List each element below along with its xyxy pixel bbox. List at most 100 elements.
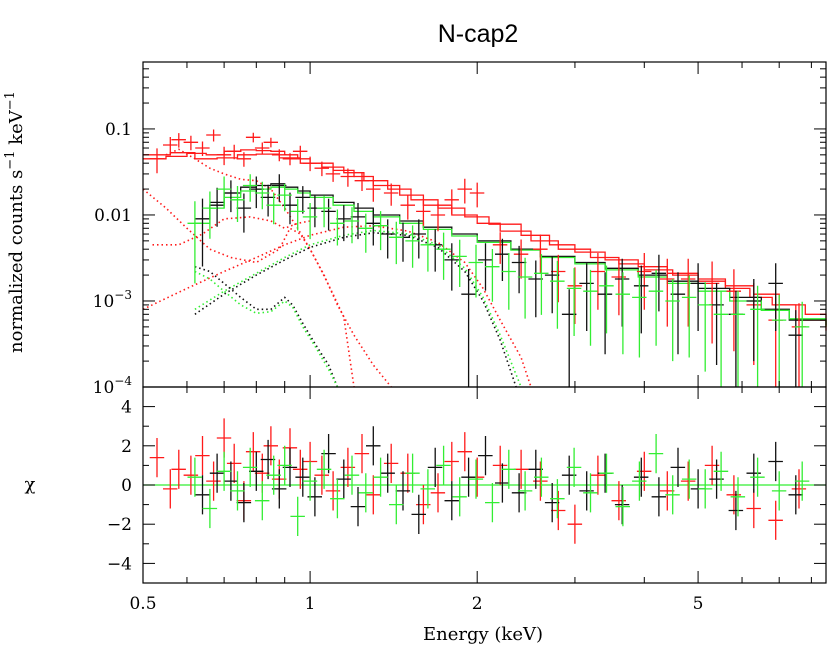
red-point-21 <box>383 183 399 206</box>
chi-tick-label-1: 2 <box>121 437 132 457</box>
red-point-31 <box>551 254 566 303</box>
green-point-8 <box>290 198 305 231</box>
green-residual-12 <box>344 455 360 495</box>
green-residual-23 <box>517 471 533 511</box>
black-point-5 <box>260 184 276 217</box>
red-point-16 <box>314 161 329 177</box>
green-point-37 <box>750 285 765 387</box>
green-residual-21 <box>485 483 500 523</box>
green-point-17 <box>420 229 435 272</box>
black-residual-17 <box>427 447 443 487</box>
red-residual-25 <box>444 441 459 482</box>
green-point-15 <box>389 221 404 265</box>
red-point-22 <box>400 194 415 220</box>
green-point-19 <box>452 239 467 287</box>
red-residual-42 <box>791 469 807 509</box>
red-residual-0 <box>149 438 165 478</box>
black-residual-5 <box>260 439 276 480</box>
spectrum-y-tick-label-1: 0.01 <box>94 206 132 226</box>
green-point-23 <box>517 257 533 319</box>
black-point-1 <box>209 187 225 227</box>
black-point-0 <box>195 198 210 267</box>
black-residual-1 <box>209 453 225 493</box>
green-hard-component <box>194 229 522 388</box>
red-point-23 <box>416 201 431 226</box>
green-residual-34 <box>697 469 713 509</box>
black-point-35 <box>746 279 761 362</box>
green-residual-28 <box>599 453 614 493</box>
chi-tick-label-0: 4 <box>121 398 132 418</box>
red-residual-34 <box>611 481 626 521</box>
red-point-26 <box>457 178 472 204</box>
black-residual-11 <box>336 459 351 499</box>
green-point-38 <box>771 294 787 387</box>
red-point-5 <box>206 129 221 142</box>
red-point-2 <box>171 133 186 148</box>
red-residual-41 <box>768 500 783 540</box>
spectrum-y-tick-label-0: 0.1 <box>105 120 132 140</box>
black-point-16 <box>411 219 426 259</box>
black-point-15 <box>395 222 411 262</box>
green-point-4 <box>242 174 258 202</box>
green-point-25 <box>550 260 565 329</box>
green-residual-25 <box>550 479 565 519</box>
red-point-13 <box>282 153 298 166</box>
black-point-19 <box>461 269 476 387</box>
red-residual-39 <box>726 475 741 515</box>
green-point-16 <box>405 225 420 268</box>
red-point-18 <box>340 168 356 187</box>
red-soft-component <box>165 148 355 388</box>
green-point-22 <box>501 253 516 310</box>
black-residual-18 <box>444 481 459 521</box>
green-residual-4 <box>242 447 258 487</box>
green-point-18 <box>436 232 451 280</box>
x-tick-label-0.5: 0.5 <box>129 594 156 614</box>
black-residual-28 <box>614 485 630 525</box>
green-point-2 <box>216 176 232 209</box>
green-residual-1 <box>202 488 218 529</box>
black-line-component <box>194 265 339 388</box>
red-point-36 <box>659 258 675 327</box>
black-point-21 <box>495 238 510 281</box>
green-residual-36 <box>730 477 746 517</box>
red-medium-component <box>142 188 392 388</box>
green-point-10 <box>316 195 332 228</box>
red-point-37 <box>680 258 696 327</box>
chi-tick-label-2: 0 <box>121 476 132 496</box>
black-residual-35 <box>746 453 761 493</box>
green-residual-0 <box>187 457 202 497</box>
green-residual-17 <box>420 469 435 509</box>
black-point-28 <box>614 258 630 327</box>
red-residual-37 <box>680 461 696 501</box>
black-residual-19 <box>461 457 476 497</box>
spectrum-panel-frame <box>142 61 827 388</box>
green-residual-10 <box>316 449 332 489</box>
red-residual-26 <box>457 432 472 472</box>
green-point-0 <box>187 201 202 284</box>
green-point-28 <box>599 265 614 334</box>
green-point-39 <box>794 301 810 387</box>
green-residual-20 <box>468 459 484 499</box>
green-point-32 <box>665 279 680 362</box>
red-point-1 <box>163 137 178 156</box>
green-residual-14 <box>373 457 388 497</box>
red-point-10 <box>254 142 270 155</box>
red-residual-6 <box>216 418 232 458</box>
green-residual-35 <box>713 451 729 491</box>
black-residual-13 <box>366 426 381 466</box>
green-residual-16 <box>405 453 420 493</box>
green-residual-6 <box>266 455 281 495</box>
green-residual-19 <box>452 477 467 517</box>
green-residual-11 <box>330 479 345 519</box>
black-residual-3 <box>236 483 252 523</box>
chi-tick-label-3: −2 <box>107 515 132 535</box>
green-residual-24 <box>534 457 549 497</box>
red-point-7 <box>226 144 242 160</box>
red-residual-3 <box>183 455 199 495</box>
green-residual-7 <box>277 445 292 485</box>
black-point-37 <box>788 310 803 387</box>
red-residual-5 <box>206 461 221 501</box>
red-residual-28 <box>492 445 508 485</box>
black-residual-36 <box>768 441 783 482</box>
